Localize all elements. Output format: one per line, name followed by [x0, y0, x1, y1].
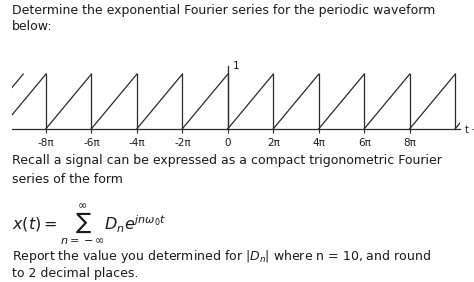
Text: $x(t) = \sum_{n=-\infty}^{\infty} D_n e^{jn\omega_0 t}$: $x(t) = \sum_{n=-\infty}^{\infty} D_n e^… — [12, 203, 166, 247]
Text: below:: below: — [12, 20, 53, 33]
Text: series of the form: series of the form — [12, 173, 123, 186]
Text: 1: 1 — [233, 61, 239, 71]
Text: to 2 decimal places.: to 2 decimal places. — [12, 267, 138, 280]
Text: Recall a signal can be expressed as a compact trigonometric Fourier: Recall a signal can be expressed as a co… — [12, 154, 442, 167]
Text: Report the value you determined for $|D_n|$ where n = 10, and round: Report the value you determined for $|D_… — [12, 248, 431, 265]
Text: Determine the exponential Fourier series for the periodic waveform: Determine the exponential Fourier series… — [12, 4, 435, 17]
Text: t →: t → — [465, 125, 474, 135]
